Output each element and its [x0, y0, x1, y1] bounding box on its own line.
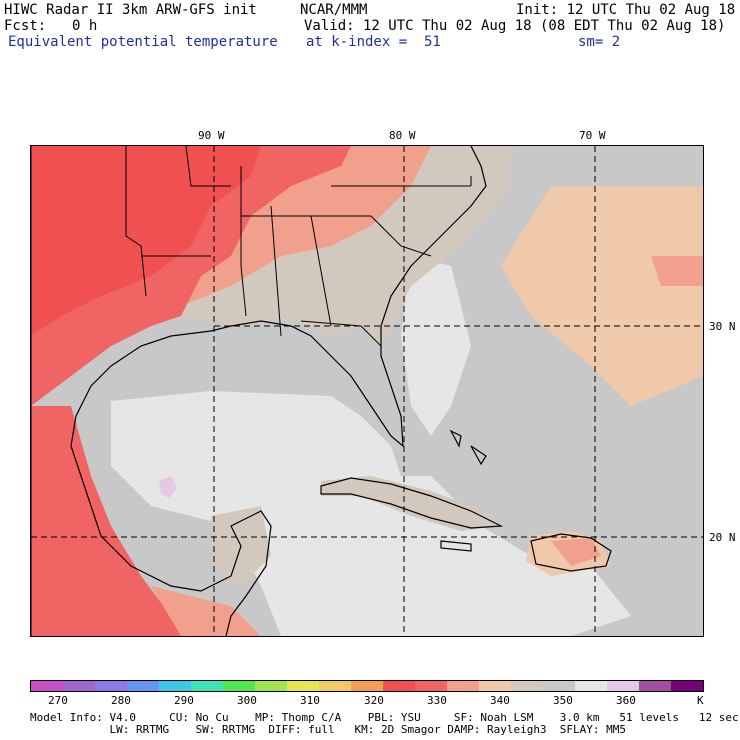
us-deep-red-region: [31, 146, 261, 336]
colorbar-tick-label: 270: [48, 694, 68, 707]
lon-label-80w: 80 W: [389, 129, 416, 142]
theta-e-field: [31, 146, 703, 636]
model-title: HIWC Radar II 3km ARW-GFS init: [4, 2, 257, 18]
colorbar-tick-label: 310: [300, 694, 320, 707]
init-time: Init: 12 UTC Thu 02 Aug 18: [516, 2, 736, 18]
hispaniola-salmon: [551, 538, 601, 566]
color-scale-segment: [95, 681, 127, 691]
smoothing-value: sm= 2: [578, 34, 621, 50]
valid-time: Valid: 12 UTC Thu 02 Aug 18 (08 EDT Thu …: [304, 18, 726, 34]
color-scale-segment: [287, 681, 319, 691]
color-scale-segment: [447, 681, 479, 691]
colorbar-tick-label: 330: [427, 694, 447, 707]
color-scale-segment: [127, 681, 159, 691]
color-scale-segment: [191, 681, 223, 691]
gulf-light-region: [111, 391, 631, 636]
vertical-level: at k-index = 51: [306, 34, 441, 50]
colorbar-tick-label: 340: [490, 694, 510, 707]
color-scale-segment: [415, 681, 447, 691]
color-scale-segment: [639, 681, 671, 691]
colorbar-tick-label: 360: [616, 694, 636, 707]
color-scale-segment: [383, 681, 415, 691]
low-theta-e-spot: [159, 476, 177, 498]
color-scale-segment: [671, 681, 703, 691]
color-scale-segment: [511, 681, 543, 691]
atlantic-warm-patch: [651, 256, 703, 286]
map-panel: [30, 145, 704, 637]
color-scale-segment: [479, 681, 511, 691]
colorbar-tick-label: 350: [553, 694, 573, 707]
colorbar-tick-label: 300: [237, 694, 257, 707]
color-scale-segment: [543, 681, 575, 691]
coastlines: [70, 146, 612, 636]
color-scale-segment: [159, 681, 191, 691]
color-scale-segment: [575, 681, 607, 691]
color-scale-segment: [223, 681, 255, 691]
model-info-line1: Model Info: V4.0 CU: No Cu MP: Thomp C/A…: [30, 711, 739, 724]
color-scale-segment: [319, 681, 351, 691]
colorbar-tick-label: 280: [111, 694, 131, 707]
colorbar-unit: K: [697, 694, 704, 707]
forecast-label: Fcst:: [4, 18, 47, 34]
atlantic-warm-region: [501, 186, 703, 406]
model-info-line2: LW: RRTMG SW: RRTMG DIFF: full KM: 2D Sm…: [30, 723, 627, 736]
lat-lon-grid: [31, 146, 703, 636]
colorbar-tick-label: 320: [364, 694, 384, 707]
color-scale-segment: [63, 681, 95, 691]
forecast-hour: 0 h: [72, 18, 98, 34]
color-scale-segment: [351, 681, 383, 691]
color-scale-segment: [31, 681, 63, 691]
color-scale-bar: [30, 680, 704, 692]
central-america-salmon: [151, 586, 261, 636]
institution: NCAR/MMM: [300, 2, 368, 18]
mexico-red-region: [31, 406, 191, 636]
color-scale-segment: [607, 681, 639, 691]
field-name: Equivalent potential temperature: [8, 34, 278, 50]
lat-label-30n: 30 N: [709, 320, 736, 333]
political-boundaries: [31, 146, 472, 636]
cuba-tan: [321, 476, 501, 531]
lon-label-70w: 70 W: [579, 129, 606, 142]
color-scale-segment: [255, 681, 287, 691]
lat-label-20n: 20 N: [709, 531, 736, 544]
east-coast-light-region: [401, 256, 471, 436]
colorbar-tick-label: 290: [174, 694, 194, 707]
lon-label-90w: 90 W: [198, 129, 225, 142]
